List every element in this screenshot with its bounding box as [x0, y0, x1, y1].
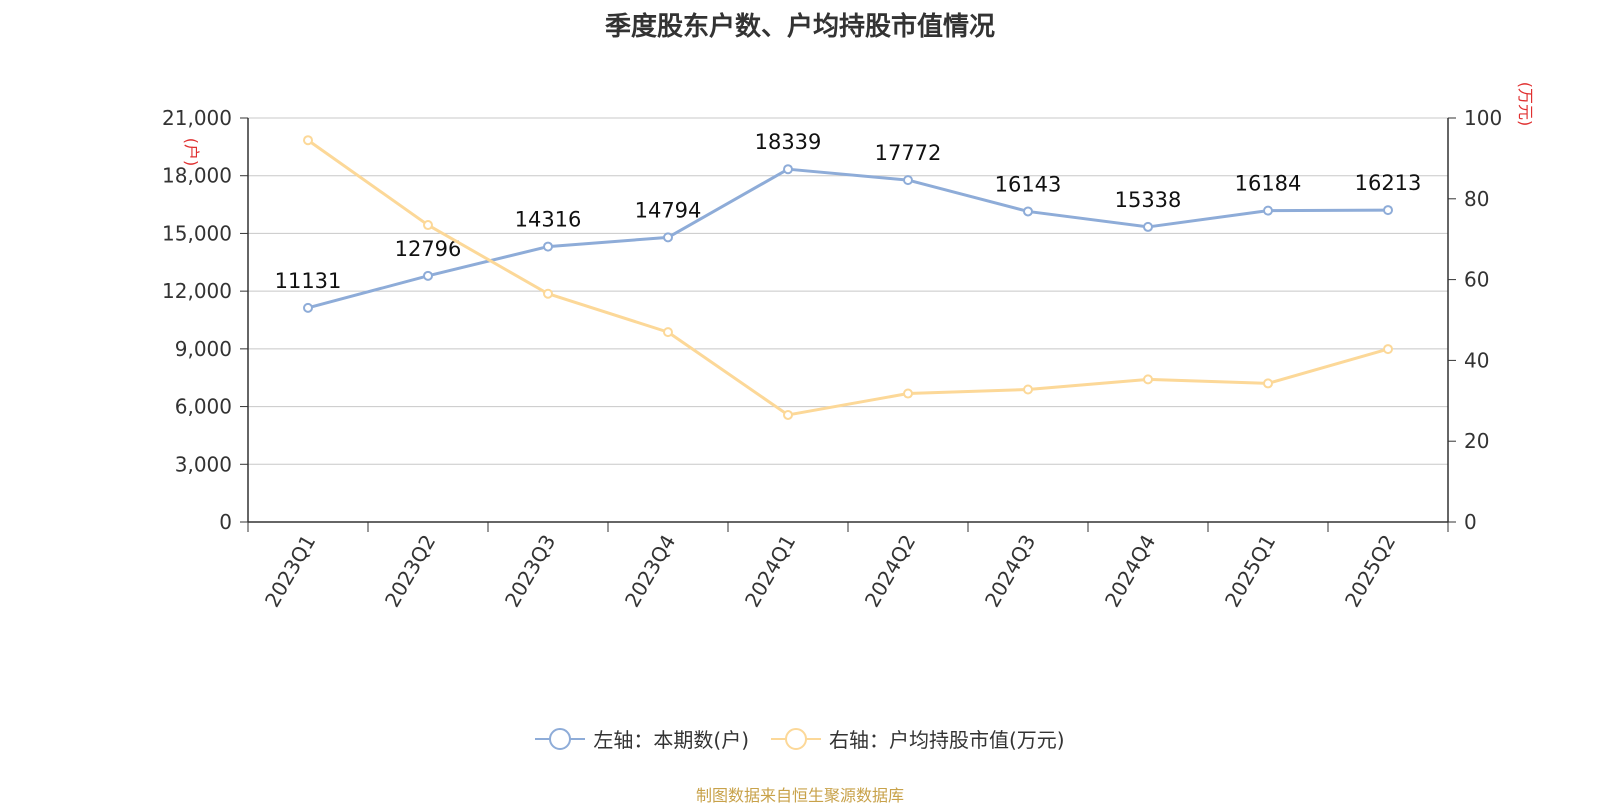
data-point-right	[1383, 344, 1393, 355]
right-axis-tick-label: 40	[1464, 348, 1489, 372]
data-point-right	[663, 327, 673, 338]
left-axis-tick-label: 9,000	[175, 337, 232, 361]
data-point-right	[303, 135, 313, 146]
legend-left-series-icon	[535, 727, 586, 750]
left-axis-tick-label: 3,000	[175, 452, 232, 476]
data-point-left	[423, 270, 433, 281]
left-axis-unit-label: (户)	[182, 138, 201, 167]
x-axis-tick-label: 2025Q2	[1340, 531, 1400, 612]
x-axis-tick-label: 2024Q2	[860, 531, 920, 612]
data-label: 15338	[1115, 188, 1182, 212]
legend-right-series-icon	[771, 727, 821, 750]
data-label: 16184	[1235, 172, 1302, 196]
data-point-left	[663, 232, 673, 243]
right-axis-tick-label: 0	[1464, 510, 1477, 534]
data-label: 16143	[995, 172, 1062, 196]
data-point-right	[1263, 378, 1273, 389]
data-point-right	[1023, 384, 1033, 395]
data-label: 18339	[755, 130, 822, 154]
x-axis-tick-label: 2023Q1	[260, 531, 320, 612]
x-axis-tick-label: 2023Q2	[380, 531, 440, 612]
data-point-left	[903, 175, 913, 186]
right-axis-tick-label: 60	[1464, 268, 1489, 292]
x-axis-tick-label: 2024Q1	[740, 531, 800, 612]
x-axis-tick-label: 2023Q3	[500, 531, 560, 612]
data-label: 17772	[875, 141, 942, 165]
right-axis-tick-label: 20	[1464, 429, 1489, 453]
legend-item-left-series[interactable]: 左轴：本期数(户)	[535, 724, 749, 753]
series-line-left	[307, 167, 1389, 310]
data-label: 12796	[395, 237, 462, 261]
left-axis-tick-label: 18,000	[162, 164, 232, 188]
data-label: 14794	[635, 198, 702, 222]
data-label: 11131	[275, 269, 342, 293]
data-point-left	[1143, 221, 1153, 232]
series-line-right	[307, 138, 1389, 417]
data-point-left	[1023, 206, 1033, 217]
right-axis-tick-label: 100	[1464, 106, 1502, 130]
left-axis-tick-label: 12,000	[162, 279, 232, 303]
right-axis-unit-label: (万元)	[1516, 82, 1535, 127]
data-label: 14316	[515, 208, 582, 232]
x-axis-tick-label: 2025Q1	[1220, 531, 1280, 612]
right-axis-tick-label: 80	[1464, 187, 1489, 211]
data-point-left	[783, 164, 793, 175]
source-note: 制图数据来自恒生聚源数据库	[695, 786, 904, 805]
data-point-right	[903, 388, 913, 399]
x-axis-tick-label: 2024Q3	[980, 531, 1040, 612]
data-point-right	[1143, 374, 1153, 385]
left-axis-tick-label: 21,000	[162, 106, 232, 130]
legend[interactable]: 左轴：本期数(户) 右轴：户均持股市值(万元)	[0, 724, 1600, 753]
left-axis-tick-label: 15,000	[162, 221, 232, 245]
chart-title: 季度股东户数、户均持股市值情况	[604, 12, 995, 42]
legend-left-series-label: 左轴：本期数(户)	[593, 728, 749, 752]
data-point-right	[543, 288, 553, 299]
legend-item-right-series[interactable]: 右轴：户均持股市值(万元)	[771, 724, 1065, 753]
data-point-right	[783, 409, 793, 420]
left-axis-tick-label: 6,000	[175, 395, 232, 419]
data-point-left	[1383, 205, 1393, 216]
legend-right-series-label: 右轴：户均持股市值(万元)	[829, 728, 1065, 752]
data-label: 16213	[1355, 171, 1422, 195]
data-point-right	[423, 220, 433, 231]
data-point-left	[303, 302, 313, 313]
left-axis-tick-label: 0	[219, 510, 232, 534]
data-point-left	[543, 241, 553, 252]
x-axis-tick-label: 2023Q4	[620, 531, 680, 612]
data-point-left	[1263, 205, 1273, 216]
x-axis-tick-label: 2024Q4	[1100, 531, 1160, 612]
